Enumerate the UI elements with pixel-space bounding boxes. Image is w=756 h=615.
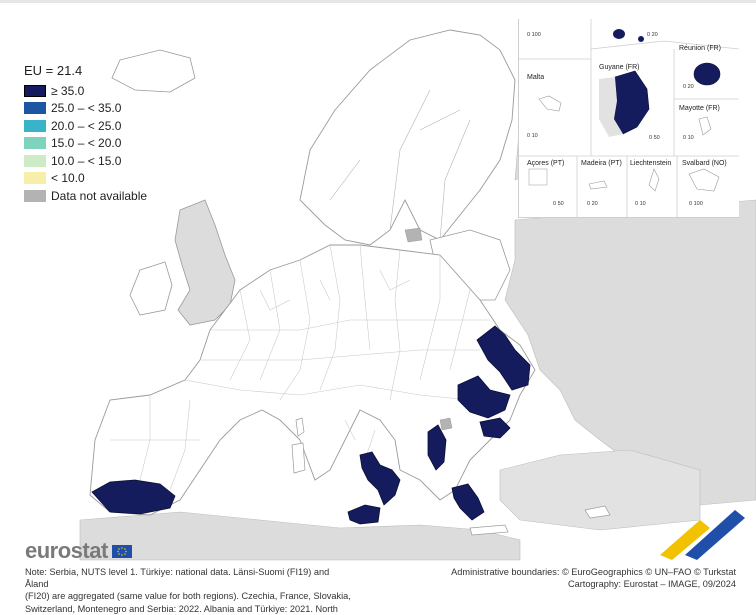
inset-label-reunion: Réunion (FR) — [679, 45, 722, 52]
acores-frame — [528, 168, 548, 186]
madeira-shape — [588, 180, 608, 190]
inset-scale: 0 50 — [649, 135, 660, 141]
accent-yellow-stripe — [660, 520, 710, 560]
legend-item-15-20: 15.0 – < 20.0 — [24, 135, 147, 153]
guyane-surround — [599, 77, 623, 137]
liechtenstein-shape — [648, 168, 660, 192]
no-data-region-mk — [439, 417, 453, 431]
sardinia-land — [291, 442, 306, 474]
legend-swatch — [24, 172, 46, 185]
inset-scale: 0 20 — [587, 201, 598, 207]
legend-label: ≥ 35.0 — [51, 83, 85, 98]
ireland-land — [129, 261, 173, 316]
legend-swatch — [24, 154, 46, 167]
legend: EU = 21.4 ≥ 35.0 25.0 – < 35.0 20.0 – < … — [24, 63, 147, 205]
legend-label: 25.0 – < 35.0 — [51, 101, 122, 116]
credit-line: Administrative boundaries: © EuroGeograp… — [451, 567, 736, 577]
inset-label-guyane: Guyane (FR) — [599, 64, 640, 71]
top-category-regions — [91, 325, 531, 525]
region-andalucia — [91, 479, 176, 515]
legend-item-na: Data not available — [24, 187, 147, 205]
reunion-shape — [693, 62, 721, 86]
footnote: Note: Serbia, NUTS level 1. Türkiye: nat… — [25, 566, 355, 615]
insets-graphics — [519, 19, 739, 217]
legend-label: 15.0 – < 20.0 — [51, 136, 122, 151]
legend-item-lt10: < 10.0 — [24, 170, 147, 188]
legend-item-10-15: 10.0 – < 15.0 — [24, 152, 147, 170]
inset-scale: 0 10 — [683, 135, 694, 141]
legend-swatch — [24, 84, 46, 97]
legend-label: Data not available — [51, 188, 148, 203]
inset-scale: 0 10 — [635, 201, 646, 207]
legend-swatch — [24, 119, 46, 132]
region-bulgaria-romania — [479, 417, 511, 439]
legend-label: 20.0 – < 25.0 — [51, 118, 122, 133]
scandinavia-internal-borders — [329, 89, 471, 241]
region-north-romania — [476, 325, 531, 391]
inset-scale: 0 20 — [647, 32, 658, 38]
uk-land — [174, 199, 236, 326]
inset-scale: 0 20 — [683, 84, 694, 90]
outermost-regions-insets: 0 100 0 20 Malta 0 10 Guyane (FR) 0 50 R… — [518, 19, 739, 218]
legend-title: EU = 21.4 — [24, 63, 83, 78]
legend-label: < 10.0 — [51, 171, 85, 186]
inset-top-island-2 — [638, 36, 644, 42]
inset-scale: 0 100 — [527, 32, 541, 38]
inset-label-madeira: Madeira (PT) — [581, 160, 622, 167]
continental-europe-land — [89, 244, 536, 516]
corsica-land — [295, 417, 305, 437]
inset-label-acores: Açores (PT) — [527, 160, 565, 167]
legend-swatch — [24, 102, 46, 115]
cyprus-land — [584, 505, 611, 519]
non-eu-east-land — [504, 199, 756, 506]
inset-scale: 0 50 — [553, 201, 564, 207]
eurostat-logo: eurostat — [25, 538, 132, 564]
eurostat-wordmark: eurostat — [25, 538, 108, 563]
region-greece — [451, 483, 485, 521]
top-divider — [0, 0, 756, 3]
legend-item-20-25: 20.0 – < 25.0 — [24, 117, 147, 135]
mayotte-shape — [698, 116, 712, 136]
inset-scale: 0 100 — [689, 201, 703, 207]
region-sicily — [347, 504, 381, 525]
region-south-romania — [457, 375, 511, 419]
region-albania — [427, 424, 447, 471]
legend-swatch — [24, 189, 46, 202]
inset-top-island-1 — [613, 29, 625, 39]
credits: Administrative boundaries: © EuroGeograp… — [451, 566, 736, 590]
credit-line: Cartography: Eurostat – IMAGE, 09/2024 — [567, 579, 736, 590]
legend-swatch — [24, 137, 46, 150]
accent-blue-stripe — [685, 510, 745, 560]
inset-label-svalbard: Svalbard (NO) — [682, 160, 727, 167]
north-africa-land — [79, 511, 521, 561]
inset-label-malta: Malta — [527, 74, 545, 81]
svalbard-shape — [688, 168, 720, 192]
guyane-shape — [613, 70, 650, 135]
inset-scale: 0 10 — [527, 133, 538, 139]
inset-label-mayotte: Mayotte (FR) — [679, 105, 720, 112]
footnote-line: Note: Serbia, NUTS level 1. Türkiye: nat… — [25, 567, 330, 590]
malta-shape — [538, 95, 562, 112]
inset-label-liechtenstein: Liechtenstein — [630, 160, 672, 167]
region-southern-italy — [359, 451, 401, 506]
scandinavia-land — [299, 29, 516, 246]
legend-label: 10.0 – < 15.0 — [51, 153, 122, 168]
legend-item-ge35: ≥ 35.0 — [24, 82, 147, 100]
footnote-line: Switzerland, Montenegro and Serbia: 2022… — [25, 603, 338, 614]
eu-flag-icon — [111, 544, 132, 558]
crete-land — [469, 524, 509, 536]
no-data-region-ch — [404, 227, 423, 243]
turkey-land — [499, 449, 701, 531]
iceland-land — [111, 49, 196, 93]
legend-item-25-35: 25.0 – < 35.0 — [24, 100, 147, 118]
footnote-line: (FI20) are aggregated (same value for bo… — [25, 591, 351, 602]
